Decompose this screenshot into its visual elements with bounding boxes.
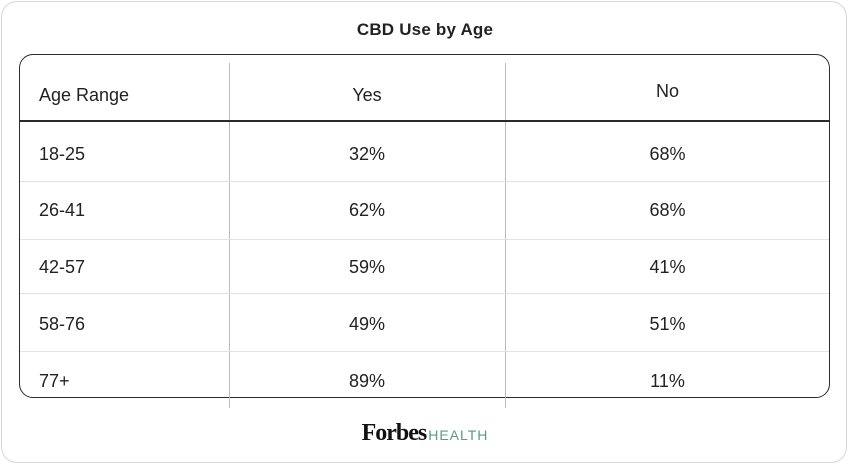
no-cell: 51% — [649, 314, 686, 334]
column-divider-2 — [505, 63, 506, 408]
yes-cell: 59% — [348, 257, 386, 277]
age-range-cell: 77+ — [39, 371, 70, 391]
data-table — [19, 54, 830, 398]
header-yes: Yes — [352, 85, 382, 105]
chart-title: CBD Use by Age — [356, 20, 494, 39]
row-divider — [20, 181, 829, 182]
yes-cell: 49% — [348, 314, 386, 334]
no-cell: 11% — [650, 371, 685, 391]
header-age-range: Age Range — [39, 85, 130, 105]
forbes-health-logo: Forbes HEALTH — [0, 420, 850, 447]
logo-section: HEALTH — [428, 427, 489, 443]
no-cell: 41% — [649, 257, 686, 277]
row-divider — [20, 351, 829, 352]
header-divider — [20, 120, 829, 122]
age-range-cell: 26-41 — [39, 200, 86, 220]
column-divider-1 — [229, 63, 230, 408]
row-divider — [20, 293, 829, 294]
no-cell: 68% — [649, 144, 686, 164]
age-range-cell: 42-57 — [39, 257, 86, 277]
logo-brand: Forbes — [361, 420, 428, 446]
yes-cell: 62% — [348, 200, 386, 220]
age-range-cell: 18-25 — [39, 144, 86, 164]
yes-cell: 32% — [348, 144, 386, 164]
row-divider — [20, 239, 829, 240]
no-cell: 68% — [649, 200, 686, 220]
header-no: No — [655, 81, 679, 101]
age-range-cell: 58-76 — [39, 314, 86, 334]
yes-cell: 89% — [348, 371, 386, 391]
